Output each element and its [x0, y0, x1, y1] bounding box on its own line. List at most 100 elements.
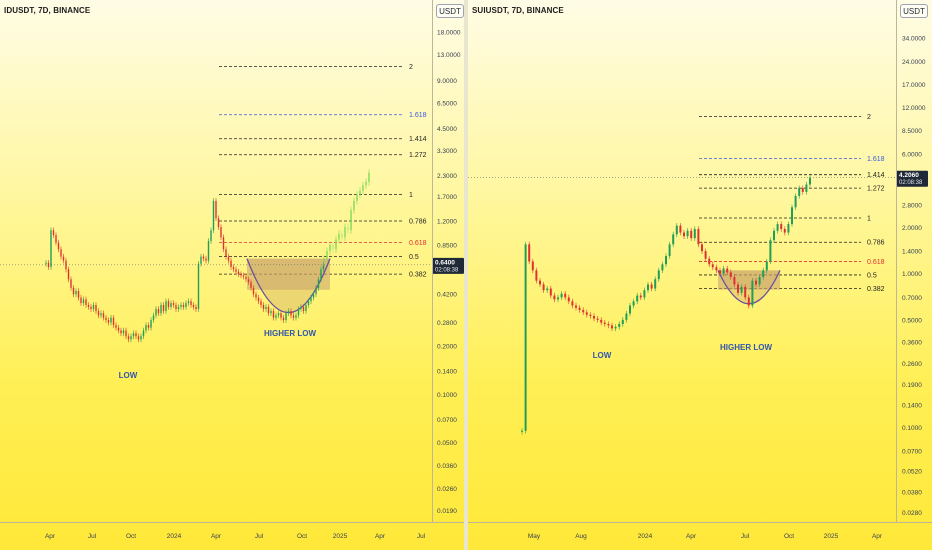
candle[interactable] — [751, 280, 754, 306]
candle[interactable] — [285, 313, 287, 321]
candle[interactable] — [282, 317, 285, 321]
candle[interactable] — [140, 336, 142, 340]
candle[interactable] — [740, 286, 743, 293]
candle[interactable] — [160, 304, 162, 314]
candle[interactable] — [165, 301, 167, 312]
candle[interactable] — [145, 325, 147, 331]
current-price-badge[interactable] — [896, 170, 928, 187]
candle[interactable] — [237, 271, 240, 275]
candle[interactable] — [137, 336, 140, 340]
candle[interactable] — [240, 274, 242, 276]
candle[interactable] — [117, 327, 120, 331]
candle[interactable] — [571, 301, 574, 306]
candle[interactable] — [686, 230, 689, 237]
candle[interactable] — [722, 268, 725, 274]
candle[interactable] — [92, 304, 95, 309]
candle[interactable] — [549, 288, 552, 296]
candle[interactable] — [280, 313, 282, 318]
candle[interactable] — [557, 297, 559, 300]
candle[interactable] — [801, 188, 804, 192]
candle[interactable] — [744, 286, 747, 298]
candle[interactable] — [611, 325, 613, 329]
candle[interactable] — [150, 320, 152, 328]
candle[interactable] — [127, 336, 130, 340]
candle[interactable] — [277, 313, 280, 316]
candle[interactable] — [773, 230, 775, 241]
candle[interactable] — [305, 304, 307, 312]
candle[interactable] — [647, 284, 649, 291]
candle[interactable] — [205, 258, 207, 261]
candle[interactable] — [618, 324, 621, 327]
candle[interactable] — [715, 267, 718, 271]
candle[interactable] — [758, 277, 761, 285]
candle[interactable] — [90, 306, 92, 309]
candle[interactable] — [737, 284, 739, 293]
candle[interactable] — [524, 244, 527, 431]
candle[interactable] — [162, 304, 165, 312]
candle[interactable] — [80, 297, 82, 304]
candle[interactable] — [521, 430, 523, 432]
candle[interactable] — [62, 256, 65, 261]
candle[interactable] — [157, 308, 160, 314]
candle[interactable] — [747, 297, 750, 306]
chart-panel-idusdt[interactable]: 18.0000 13.0000 9.0000 6.5000 4.5000 3.3000 2.… — [0, 0, 464, 550]
candle[interactable] — [679, 225, 682, 233]
candle[interactable] — [185, 303, 187, 307]
candle[interactable] — [531, 261, 534, 271]
candle[interactable] — [654, 279, 657, 289]
candle[interactable] — [690, 230, 693, 239]
candle[interactable] — [585, 312, 588, 315]
candle[interactable] — [87, 304, 90, 307]
candle[interactable] — [152, 315, 155, 321]
candle[interactable] — [711, 264, 714, 268]
candle[interactable] — [322, 264, 325, 270]
candle[interactable] — [320, 269, 322, 280]
candle[interactable] — [215, 200, 217, 219]
candle[interactable] — [755, 280, 757, 285]
candle[interactable] — [668, 244, 671, 257]
candle[interactable] — [125, 330, 127, 337]
candle[interactable] — [297, 308, 300, 316]
candle[interactable] — [245, 276, 247, 280]
candle[interactable] — [292, 315, 295, 318]
candle[interactable] — [250, 282, 252, 288]
idusdt-chart-canvas[interactable]: 18.0000 13.0000 9.0000 6.5000 4.5000 3.3000 2.… — [0, 0, 464, 550]
candle[interactable] — [607, 324, 610, 326]
candle[interactable] — [142, 330, 145, 337]
candle[interactable] — [805, 184, 808, 192]
candle[interactable] — [232, 267, 235, 270]
candle[interactable] — [147, 325, 150, 328]
candle[interactable] — [665, 256, 667, 265]
candle[interactable] — [719, 270, 721, 274]
candle[interactable] — [600, 319, 603, 323]
candle[interactable] — [77, 290, 80, 298]
candle[interactable] — [643, 290, 646, 298]
candle[interactable] — [317, 279, 320, 288]
candle[interactable] — [650, 284, 653, 289]
candle[interactable] — [701, 244, 703, 252]
candle[interactable] — [227, 256, 230, 261]
candle[interactable] — [539, 280, 541, 285]
candle[interactable] — [657, 270, 660, 280]
candle[interactable] — [197, 263, 200, 309]
candle[interactable] — [683, 232, 685, 237]
candle[interactable] — [302, 306, 305, 312]
candle[interactable] — [300, 306, 302, 309]
candle[interactable] — [107, 320, 110, 323]
candle[interactable] — [310, 297, 312, 302]
candle[interactable] — [122, 330, 125, 334]
candle[interactable] — [57, 242, 60, 250]
candle[interactable] — [235, 269, 237, 272]
candle[interactable] — [252, 287, 255, 295]
time-axis[interactable] — [0, 522, 464, 523]
candle[interactable] — [242, 275, 245, 277]
current-price-badge[interactable] — [432, 257, 464, 274]
candle[interactable] — [697, 229, 700, 245]
candle[interactable] — [170, 303, 172, 307]
candle[interactable] — [312, 294, 315, 298]
candle[interactable] — [578, 307, 581, 310]
candle[interactable] — [260, 301, 262, 305]
candle[interactable] — [120, 330, 122, 334]
candle[interactable] — [180, 304, 182, 307]
candle[interactable] — [639, 295, 642, 298]
